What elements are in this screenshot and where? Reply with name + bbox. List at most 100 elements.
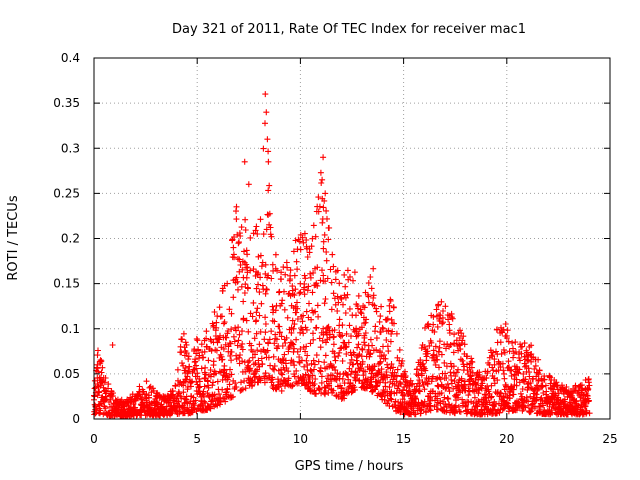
data-point [228,310,235,317]
data-point [476,373,483,380]
data-point [343,330,350,337]
data-point [355,352,362,359]
data-point [315,194,322,201]
data-point [254,305,261,312]
data-point [210,379,216,386]
data-point [290,325,297,332]
data-point [303,308,310,315]
data-point [350,277,356,284]
data-point [234,342,241,349]
data-point [299,234,306,241]
data-point [498,350,505,357]
data-point [294,266,301,273]
data-point [299,318,306,325]
data-point [377,358,384,365]
data-point [452,373,459,380]
data-point [431,328,438,335]
data-point [293,258,300,265]
data-point [341,395,348,402]
data-point [185,356,192,363]
data-point [223,334,230,341]
data-point [484,368,491,375]
data-point [296,238,303,245]
data-point [138,396,145,403]
data-point [290,341,297,348]
data-point [368,285,375,292]
data-point [172,383,179,390]
data-point [350,361,357,368]
data-point [378,303,385,310]
data-point [236,256,243,263]
data-point [377,348,383,354]
data-point [201,383,208,390]
data-point [228,349,235,355]
data-point [244,284,251,291]
data-point [269,374,276,381]
data-point [209,382,216,389]
data-point [250,266,257,273]
data-point [247,234,254,241]
data-point [263,226,270,233]
data-point [483,374,490,381]
data-point [102,375,109,381]
data-point [252,351,258,358]
data-point [322,328,329,335]
data-point [434,406,441,413]
data-point [434,395,441,402]
data-point [579,385,586,392]
data-point [267,224,274,231]
data-point [109,342,116,348]
data-point [102,393,109,400]
data-point [205,384,212,391]
data-point [297,289,304,296]
y-axis-label: ROTI / TECUs [6,195,21,280]
data-point [452,409,458,416]
data-point [502,321,509,327]
data-point [332,276,339,283]
data-point [227,340,234,347]
data-point [422,408,429,415]
data-point [421,386,428,393]
data-point [281,306,288,313]
data-point [297,346,304,352]
data-point [363,316,370,323]
data-point [321,359,328,366]
data-point [201,375,208,381]
data-point [367,336,374,343]
data-point [344,291,351,298]
data-point [310,269,317,276]
data-point [231,254,238,261]
data-point [388,396,395,403]
data-point [358,324,365,331]
data-point [176,406,183,413]
data-point [330,387,337,394]
data-point [255,281,261,288]
data-point [335,353,342,359]
data-point [146,394,152,401]
data-point [541,406,548,413]
data-point [178,395,185,401]
data-point [265,158,272,165]
data-point [329,251,336,258]
data-point [274,267,281,274]
data-point [365,280,372,286]
data-point [241,248,247,255]
data-point [170,391,177,398]
data-point [340,301,346,308]
data-point [490,367,497,374]
data-point [294,316,301,322]
data-point [239,346,246,353]
data-point [248,342,255,349]
data-point [300,330,307,337]
data-point [273,336,280,343]
data-point [455,394,461,401]
data-point [328,378,335,384]
data-point [131,396,138,403]
data-point [235,240,242,247]
data-point [172,407,179,414]
data-point [136,383,143,390]
data-point [377,313,384,320]
data-point [521,340,528,347]
data-point [228,326,235,333]
